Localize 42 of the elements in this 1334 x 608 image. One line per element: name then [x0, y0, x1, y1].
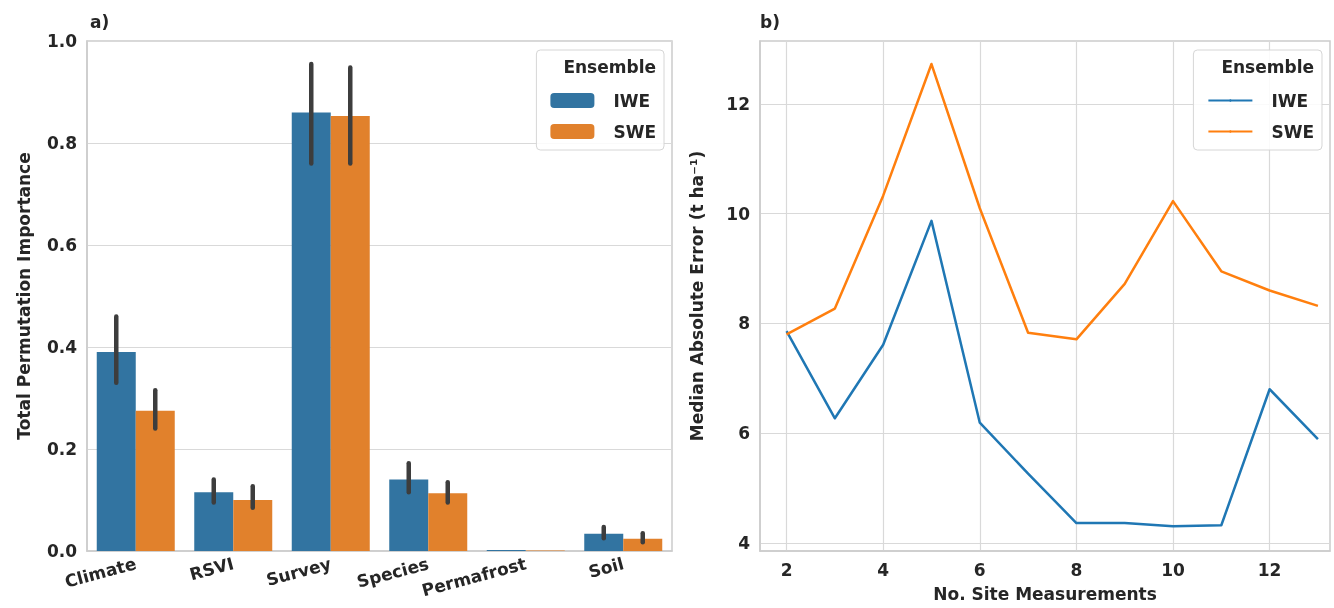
legend-label: SWE [1271, 121, 1314, 142]
y-tick-label: 1.0 [46, 31, 78, 51]
bar [291, 112, 331, 551]
x-tick-label: 12 [1257, 559, 1282, 580]
y-tick-label: 0.0 [46, 541, 78, 561]
bar [428, 493, 468, 551]
legend-label: SWE [613, 121, 656, 142]
x-tick-label: Soil [586, 553, 626, 582]
line-series [785, 219, 1320, 528]
legend-title: Ensemble [1221, 56, 1315, 77]
bar [330, 115, 370, 551]
legend-title: Ensemble [563, 56, 657, 77]
y-tick-label: 0.4 [46, 337, 78, 357]
x-tick-label: RSVI [187, 553, 236, 585]
x-tick-label: 10 [1161, 559, 1185, 580]
y-tick-label: 0.6 [46, 235, 77, 255]
y-tick-label: 0.2 [46, 439, 77, 459]
chart-title: b) [760, 11, 780, 32]
x-tick-label: 4 [877, 559, 890, 580]
x-tick-label: 2 [780, 559, 793, 580]
x-tick-label: 8 [1070, 559, 1083, 580]
x-tick-label: 6 [973, 559, 986, 580]
x-axis-title: No. Site Measurements [933, 583, 1157, 604]
y-tick-label: 4 [738, 532, 751, 553]
bar [135, 410, 175, 551]
y-axis-title: Median Absolute Error (t ha⁻¹) [686, 150, 707, 442]
bar [233, 500, 273, 551]
bar [389, 479, 429, 551]
y-axis-title: Total Permutation Importance [13, 152, 34, 440]
y-tick-label: 0.8 [46, 133, 77, 153]
legend-label: IWE [613, 90, 651, 111]
bar [623, 538, 663, 551]
y-tick-label: 12 [726, 94, 750, 115]
y-tick-label: 6 [738, 423, 750, 444]
legend-label: IWE [1271, 90, 1309, 111]
bar [194, 492, 234, 551]
y-tick-label: 10 [726, 203, 751, 224]
chart-title: a) [90, 11, 110, 32]
x-tick-label: Survey [263, 553, 334, 590]
y-tick-label: 8 [738, 313, 750, 334]
bar [584, 533, 624, 551]
bar [96, 352, 136, 551]
